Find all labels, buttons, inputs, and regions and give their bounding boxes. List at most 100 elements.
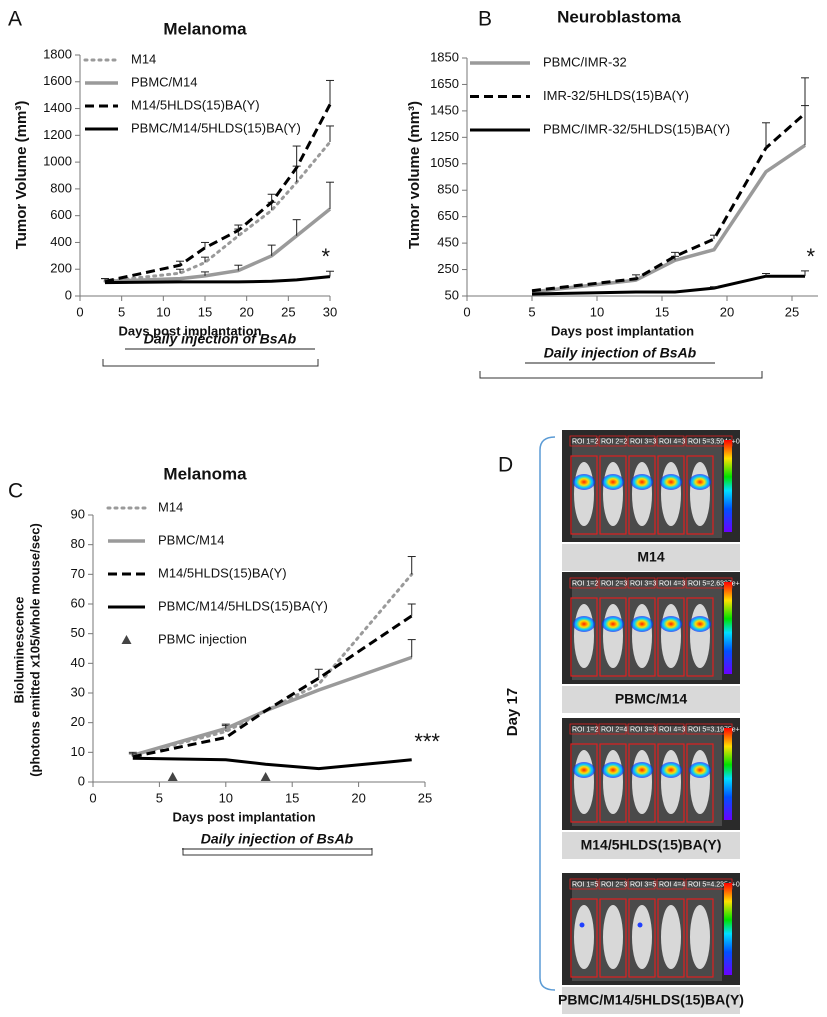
y-tick-label: 450 bbox=[437, 235, 459, 250]
error-bar bbox=[221, 723, 230, 729]
roi-label: ROI 2=3 bbox=[601, 881, 627, 888]
error-bar bbox=[267, 193, 276, 203]
signal bbox=[689, 616, 711, 632]
roi-box bbox=[570, 743, 598, 823]
imaging-panel: ROI 1=5 ROI 2=3 ROI 3=5 ROI 4=4 ROI 5=4.235e… bbox=[558, 873, 744, 1014]
x-tick-label: 0 bbox=[463, 304, 470, 319]
signal bbox=[631, 474, 653, 490]
error-bar bbox=[101, 278, 109, 282]
bracket-label: Daily injection of BsAb bbox=[201, 831, 354, 847]
color-bar bbox=[724, 883, 732, 975]
day-label: Day 17 bbox=[504, 688, 521, 736]
signal bbox=[573, 762, 595, 778]
roi-label-box bbox=[598, 723, 627, 735]
group-label-box bbox=[562, 987, 740, 1014]
series-line bbox=[132, 655, 413, 757]
y-tick-label: 1600 bbox=[43, 73, 72, 88]
roi-label-box bbox=[656, 435, 685, 447]
y-tick-label: 400 bbox=[50, 234, 72, 249]
x-axis-label: Days post implantation bbox=[118, 323, 261, 338]
panel-label: B bbox=[478, 8, 492, 31]
mouse bbox=[632, 462, 652, 526]
mouse bbox=[690, 604, 710, 668]
signal bbox=[573, 474, 595, 490]
x-tick-label: 15 bbox=[198, 304, 212, 319]
roi-box bbox=[628, 743, 656, 823]
group-label-box bbox=[562, 686, 740, 713]
mouse bbox=[661, 750, 681, 814]
roi-box bbox=[686, 597, 714, 677]
legend-label: M14/5HLDS(15)BA(Y) bbox=[131, 97, 260, 112]
roi-box bbox=[599, 455, 627, 535]
roi-box bbox=[628, 898, 656, 978]
roi-label: ROI 1=2 bbox=[572, 438, 598, 445]
bracket bbox=[102, 359, 319, 367]
chart-title: Neuroblastoma bbox=[557, 7, 681, 26]
error-bar bbox=[671, 251, 679, 257]
signal bbox=[689, 474, 711, 490]
legend-label: M14/5HLDS(15)BA(Y) bbox=[158, 565, 287, 580]
group-label-box bbox=[562, 832, 740, 859]
mouse bbox=[661, 604, 681, 668]
legend-label: PBMC/M14/5HLDS(15)BA(Y) bbox=[131, 120, 301, 135]
y-tick-label: 1000 bbox=[43, 154, 72, 169]
series-line bbox=[132, 614, 413, 759]
roi-box bbox=[686, 743, 714, 823]
roi-label-box bbox=[569, 577, 598, 589]
y-tick-label: 70 bbox=[71, 566, 85, 581]
roi-box bbox=[657, 898, 685, 978]
roi-label: ROI 4=4 bbox=[659, 881, 685, 888]
roi-label-box bbox=[569, 878, 598, 890]
y-tick-label: 30 bbox=[71, 684, 85, 699]
x-tick-label: 20 bbox=[351, 790, 365, 805]
x-tick-label: 10 bbox=[219, 790, 233, 805]
series-line bbox=[104, 275, 331, 285]
panel-label: A bbox=[8, 8, 22, 31]
roi-box bbox=[657, 743, 685, 823]
error-bar bbox=[292, 219, 301, 236]
error-bar bbox=[267, 244, 276, 256]
roi-label-box bbox=[627, 878, 656, 890]
x-tick-label: 0 bbox=[76, 304, 83, 319]
imaging-panel: ROI 1=2 ROI 2=2 ROI 3=3 ROI 4=3 ROI 5=3.594e… bbox=[562, 430, 744, 571]
mouse bbox=[603, 905, 623, 969]
y-tick-label: 1400 bbox=[43, 100, 72, 115]
mouse bbox=[574, 462, 594, 526]
group-label: M14/5HLDS(15)BA(Y) bbox=[581, 837, 722, 853]
roi-box bbox=[570, 898, 598, 978]
x-tick-label: 0 bbox=[89, 790, 96, 805]
x-tick-label: 30 bbox=[323, 304, 337, 319]
mouse bbox=[661, 905, 681, 969]
error-bar bbox=[201, 256, 209, 263]
error-bar bbox=[762, 122, 770, 148]
roi-label: ROI 3=3 bbox=[630, 438, 656, 445]
roi-label: ROI 2=2 bbox=[601, 438, 627, 445]
roi-box bbox=[686, 455, 714, 535]
series-line bbox=[104, 207, 332, 284]
significance: * bbox=[321, 244, 330, 269]
roi-label-box bbox=[656, 878, 685, 890]
roi-box bbox=[599, 597, 627, 677]
significance: *** bbox=[414, 729, 440, 754]
series-line bbox=[103, 140, 332, 283]
y-tick-label: 850 bbox=[437, 182, 459, 197]
series-line bbox=[531, 112, 806, 293]
roi-label-box bbox=[598, 577, 627, 589]
y-tick-label: 20 bbox=[71, 714, 85, 729]
legend-label: PBMC/IMR-32/5HLDS(15)BA(Y) bbox=[543, 121, 730, 136]
y-tick-label: 1650 bbox=[430, 76, 459, 91]
group-label: PBMC/M14/5HLDS(15)BA(Y) bbox=[558, 992, 744, 1008]
y-axis-label: (photons emitted x105/whole mouse/sec) bbox=[27, 523, 42, 777]
mouse bbox=[574, 604, 594, 668]
x-axis-label: Days post implantation bbox=[551, 323, 694, 338]
y-tick-label: 800 bbox=[50, 180, 72, 195]
roi-box bbox=[657, 597, 685, 677]
roi-box bbox=[599, 898, 627, 978]
x-tick-label: 10 bbox=[590, 304, 604, 319]
roi-label-box bbox=[569, 723, 598, 735]
error-bar bbox=[326, 181, 334, 209]
y-tick-label: 1850 bbox=[430, 49, 459, 64]
y-tick-label: 1250 bbox=[430, 129, 459, 144]
